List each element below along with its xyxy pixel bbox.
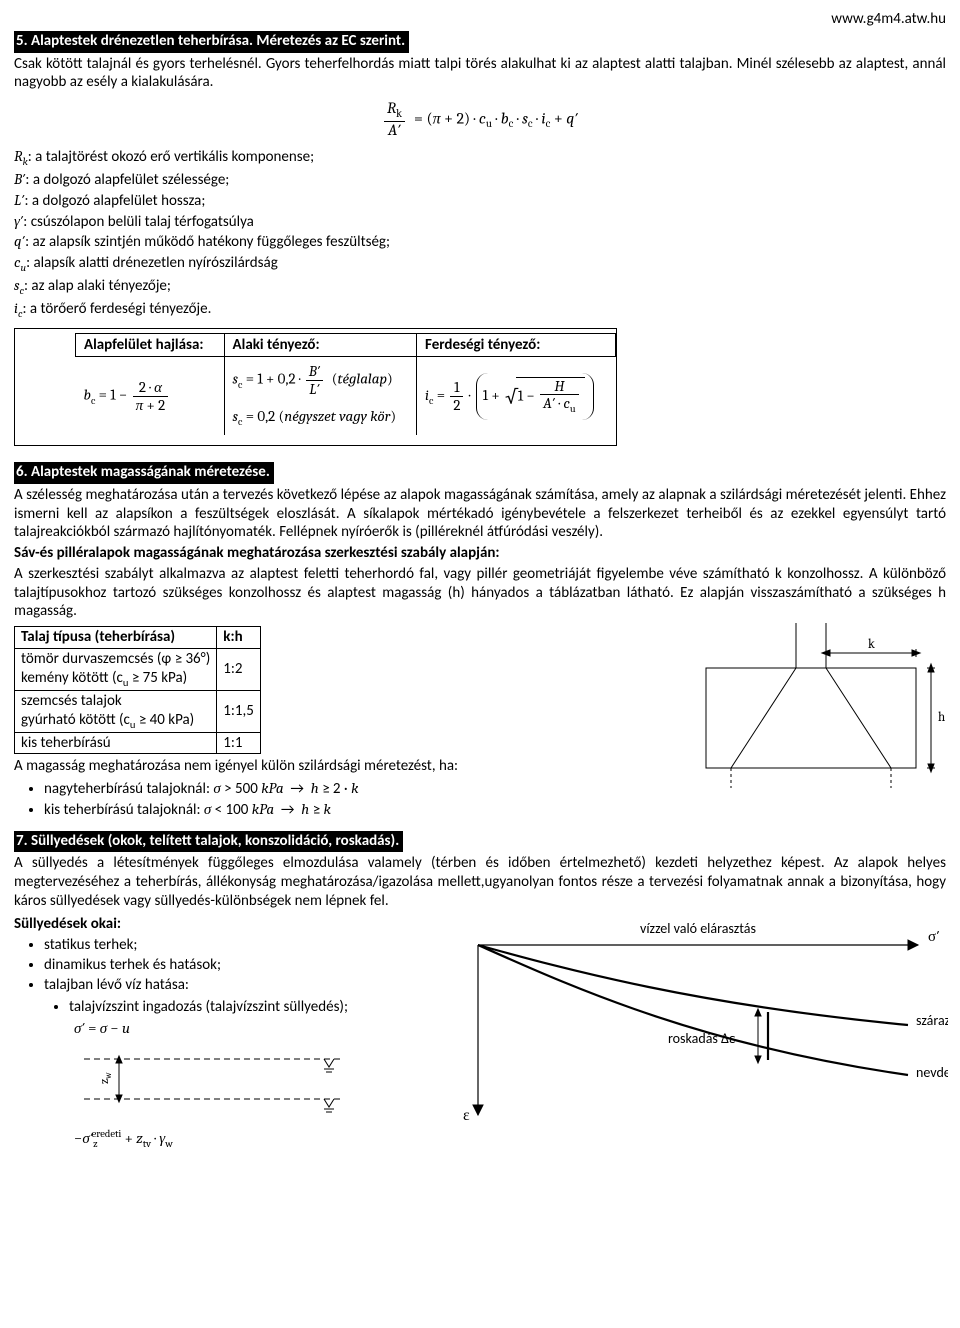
- bottom-formula: −σ′zeredeti + ztv · γw: [74, 1128, 434, 1151]
- def-qprime: q′: az alapsík szintjén működő hatékony …: [14, 232, 946, 252]
- s6-bullets: nagyteherbírású talajoknál: σ > 500 kPa …: [44, 779, 662, 820]
- label-nevdes: nevdes: [916, 1064, 948, 1081]
- s6-b2: kis teherbírású talajoknál: σ < 100 kPa …: [44, 800, 662, 820]
- foundation-svg: k h: [676, 623, 946, 793]
- kh-r2a: szemcsés talajokgyúrható kötött (cu ≥ 40…: [15, 690, 217, 732]
- factor-table: Alapfelület hajlása: Alaki tényező: Ferd…: [14, 328, 617, 447]
- kh-r3a: kis teherbírású: [15, 732, 217, 754]
- col-header-inclination: Alapfelület hajlása:: [76, 333, 225, 357]
- causes-sublist: talajvízszint ingadozás (talajvízszint s…: [69, 998, 434, 1017]
- cause-2: dinamikus terhek és hatások;: [44, 956, 434, 975]
- kh-h1: Talaj típusa (teherbírása): [15, 627, 217, 649]
- kh-r2b: 1:1,5: [217, 690, 261, 732]
- section-6: 6. Alaptestek magasságának méretezése. A…: [14, 462, 946, 823]
- page-url: www.g4m4.atw.hu: [14, 10, 946, 29]
- col-header-shape: Alaki tényező:: [224, 333, 417, 357]
- label-szaraz: száraz: [916, 1012, 948, 1029]
- s7-p1: A süllyedés a létesítmények függőleges e…: [14, 854, 946, 910]
- s6-after: A magasság meghatározása nem igényel kül…: [14, 757, 662, 776]
- label-roskadas: roskadás Δε: [668, 1030, 736, 1047]
- kh-r1a: tömör durvaszemcsés (φ ≥ 36°)kemény kötö…: [15, 648, 217, 690]
- label-flood: vízzel való elárasztás: [640, 920, 756, 937]
- label-eps: ε: [463, 1106, 470, 1124]
- def-ic: ic: a törőerő ferdeségi tényezője.: [14, 299, 946, 321]
- section-5-main-formula: RkA′ = (π + 2) · cu · bc · sc · ic + q′: [14, 100, 946, 139]
- cause-3: talajban lévő víz hatása:: [44, 976, 434, 995]
- settlement-curve: vízzel való elárasztás σ′ száraz nevdes …: [448, 915, 948, 1131]
- kh-r3b: 1:1: [217, 732, 261, 754]
- kh-table: Talaj típusa (teherbírása) k:h tömör dur…: [14, 626, 261, 754]
- causes-heading: Süllyedések okai:: [14, 915, 434, 934]
- s6-p2: Sáv-és pilléralap­ok magasságának meghat…: [14, 544, 946, 563]
- water-sketch: zw: [74, 1044, 354, 1124]
- sigma-prime: σ′ = σ − u: [74, 1019, 434, 1038]
- s7-row: Süllyedések okai: statikus terhek; dinam…: [14, 915, 946, 1152]
- def-sc: sc: az alap alaki tényezője;: [14, 276, 946, 298]
- s7-left: Süllyedések okai: statikus terhek; dinam…: [14, 915, 434, 1152]
- section-5: 5. Alaptestek drénezetlen teherbírása. M…: [14, 31, 946, 452]
- foundation-diagram: k h: [676, 623, 946, 799]
- section-7-heading: 7. Süllyedések (okok, telített talajok, …: [14, 831, 403, 853]
- def-lprime: L′: a dolgozó alapfelület hossza;: [14, 191, 946, 211]
- section-7: 7. Süllyedések (okok, telített talajok, …: [14, 831, 946, 1152]
- label-k: k: [868, 637, 875, 652]
- def-cu: cu: alapsík alatti drénezetlen nyírószil…: [14, 253, 946, 275]
- cause-3a: talajvízszint ingadozás (talajvízszint s…: [69, 998, 434, 1017]
- col-header-skew: Ferdeségi tényező:: [417, 333, 616, 357]
- kh-h2: k:h: [217, 627, 261, 649]
- def-bprime: B′: a dolgozó alapfelület szélessége;: [14, 170, 946, 190]
- s6-p3: A szerkesztési szabályt alkalmazva az al…: [14, 565, 946, 621]
- s6-left: Talaj típusa (teherbírása) k:h tömör dur…: [14, 623, 662, 823]
- bc-formula: bc = 1 − 2 · απ + 2: [76, 357, 225, 436]
- s6-p1: A szélesség meghatározása után a tervezé…: [14, 486, 946, 542]
- def-gamma: γ′: csúszólapon belüli talaj térfogatsúl…: [14, 212, 946, 232]
- document-page: www.g4m4.atw.hu 5. Alaptestek drénezetle…: [0, 0, 960, 1181]
- label-h: h: [938, 710, 945, 725]
- s6-b1: nagyteherbírású talajoknál: σ > 500 kPa …: [44, 779, 662, 799]
- section-5-heading: 5. Alaptestek drénezetlen teherbírása. M…: [14, 31, 409, 53]
- cause-1: statikus terhek;: [44, 936, 434, 955]
- kh-r1b: 1:2: [217, 648, 261, 690]
- label-sigma: σ′: [928, 927, 940, 945]
- definition-list: Rk: a talajtörést okozó erő vertikális k…: [14, 147, 946, 322]
- def-rk: Rk: a talajtörést okozó erő vertikális k…: [14, 147, 946, 169]
- label-zw: zw: [97, 1072, 114, 1084]
- section-5-intro: Csak kötött talajnál és gyors terhelésné…: [14, 55, 946, 93]
- curve-svg: vízzel való elárasztás σ′ száraz nevdes …: [448, 915, 948, 1125]
- causes-list: statikus terhek; dinamikus terhek és hat…: [44, 936, 434, 994]
- section-6-heading: 6. Alaptestek magasságának méretezése.: [14, 462, 274, 484]
- sc-formulas: sc = 1 + 0,2 · B′L′ (téglalap) sc = 0,2 …: [224, 357, 417, 436]
- ic-formula: ic = 12 · 1 + 1 − HA′ · cu: [417, 357, 616, 436]
- s6-row: Talaj típusa (teherbírása) k:h tömör dur…: [14, 623, 946, 823]
